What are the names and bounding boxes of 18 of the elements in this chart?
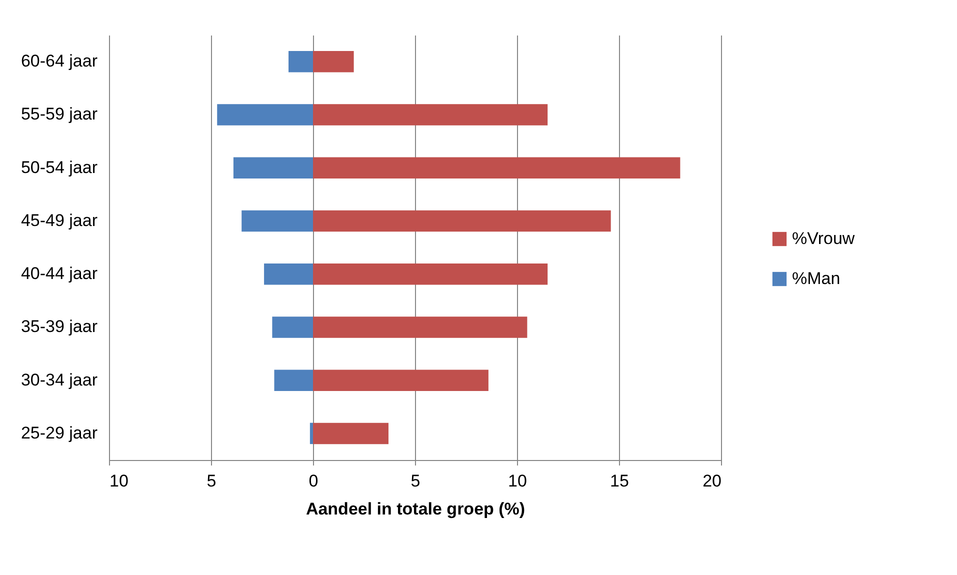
x-tick-label: 15 [610,472,629,490]
y-tick-label: 60-64 jaar [20,52,98,71]
x-tick-label: 10 [110,472,128,490]
x-tick-label: 5 [206,472,216,490]
x-tick-label: 20 [702,472,722,490]
legend-label: %Man [792,269,840,288]
x-axis-title: Aandeel in totale groep (%) [306,500,526,518]
x-tick-label: 0 [308,472,318,490]
y-tick-label: 45-49 jaar [20,210,98,230]
y-tick-label: 55-59 jaar [20,104,98,124]
x-tick-label: 5 [410,472,420,490]
y-tick-label: 35-39 jaar [20,317,98,336]
y-tick-label: 50-54 jaar [20,158,98,177]
y-tick-label: 30-34 jaar [20,370,98,390]
y-tick-label: 40-44 jaar [20,264,98,284]
legend-label: %Vrouw [792,229,856,248]
y-tick-label: 25-29 jaar [20,423,98,442]
x-tick-label: 10 [508,472,527,490]
